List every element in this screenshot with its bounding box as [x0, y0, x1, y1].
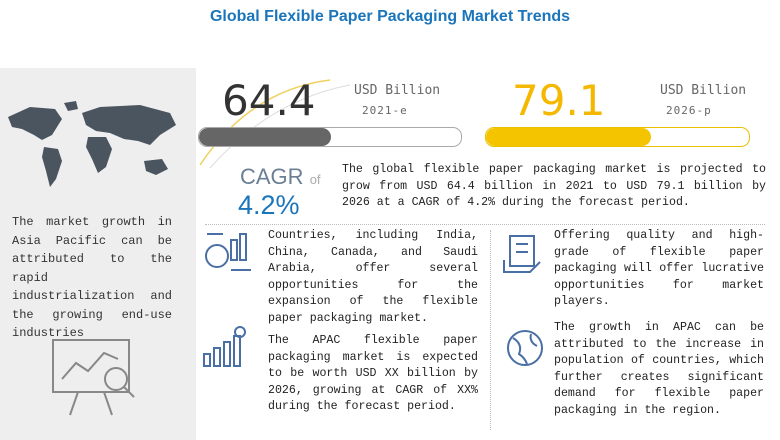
point-text: Offering quality and high-grade of flexi… — [554, 229, 764, 309]
progress-track — [485, 127, 750, 147]
cagr-label: CAGR — [240, 164, 304, 189]
globe-icon — [507, 330, 543, 366]
cagr-text: The global flexible paper packaging mark… — [342, 163, 766, 210]
point-text: The growth in APAC can be attributed to … — [554, 321, 764, 417]
metric-year: 2021-e — [362, 104, 408, 117]
metric-value: 79.1 — [512, 76, 606, 125]
world-map — [8, 101, 176, 187]
progress-fill — [199, 128, 331, 146]
divider — [490, 230, 491, 430]
cagr-label: CAGR of — [240, 164, 321, 190]
metric-value: 64.4 — [222, 76, 316, 125]
chart-icon — [205, 233, 251, 271]
progress-track — [198, 127, 462, 147]
sidebar-text: The market growth in Asia Pacific can be… — [12, 215, 172, 340]
cagr-of: of — [309, 172, 321, 187]
metric-unit: USD Billion — [660, 83, 747, 98]
divider — [205, 224, 765, 225]
growth-icon — [203, 326, 246, 367]
progress-fill — [486, 128, 651, 146]
quality-icon — [503, 235, 541, 273]
metric-year: 2026-p — [666, 104, 712, 117]
metric-unit: USD Billion — [354, 83, 441, 98]
cagr-value: 4.2% — [238, 190, 300, 220]
point-text: The APAC flexible paper packaging market… — [268, 334, 478, 414]
title: Global Flexible Paper Packaging Market T… — [209, 8, 571, 25]
analytics-icon — [52, 339, 135, 416]
decor-swoosh — [199, 79, 351, 169]
point-text: Countries, including India, China, Canad… — [268, 229, 478, 325]
